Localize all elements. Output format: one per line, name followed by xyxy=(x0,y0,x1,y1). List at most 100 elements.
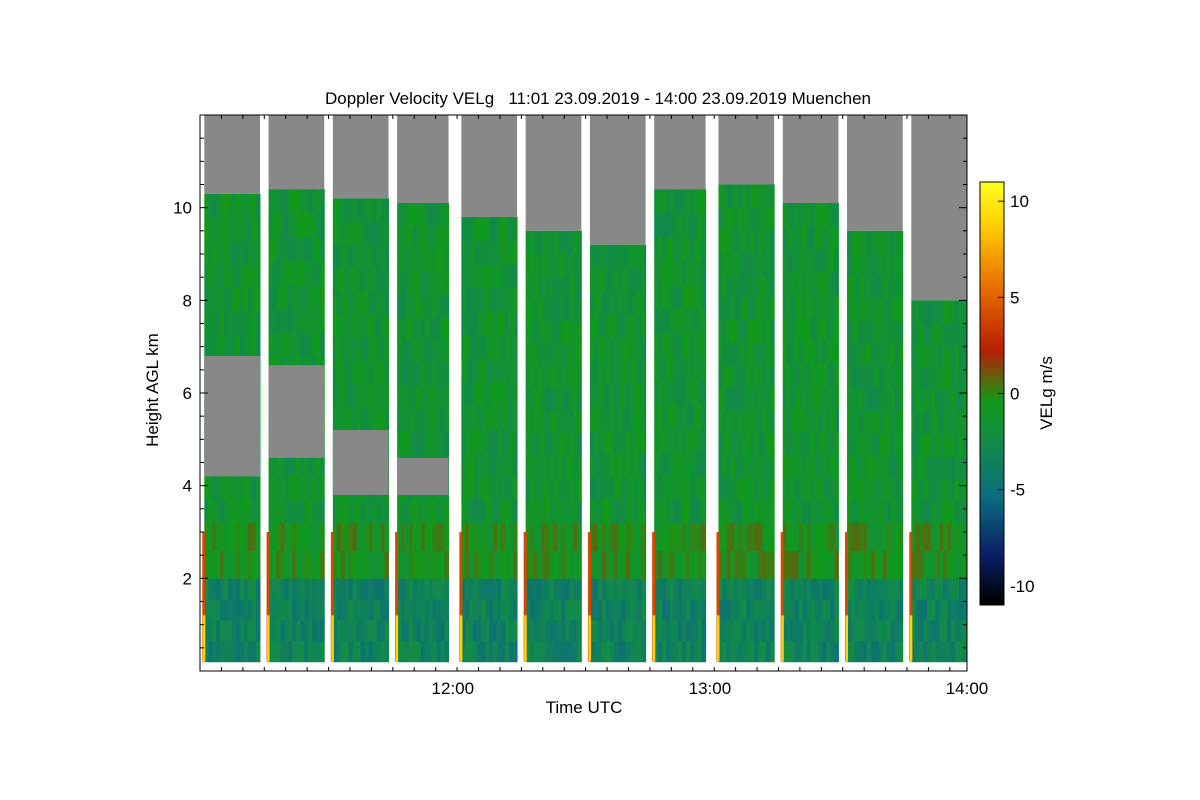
velocity-cell xyxy=(565,578,570,600)
velocity-cell xyxy=(814,340,820,364)
velocity-cell xyxy=(577,640,582,663)
velocity-cell xyxy=(601,550,607,579)
velocity-cell xyxy=(685,475,691,500)
velocity-cell xyxy=(935,578,940,600)
velocity-cell xyxy=(533,410,539,434)
velocity-cell xyxy=(553,320,558,344)
velocity-cell xyxy=(553,298,558,322)
velocity-cell xyxy=(481,311,486,336)
velocity-cell xyxy=(320,620,325,642)
velocity-cell xyxy=(750,252,755,276)
velocity-cell xyxy=(308,599,313,621)
velocity-cell xyxy=(697,599,703,621)
velocity-cell xyxy=(697,451,703,476)
velocity-cell xyxy=(693,451,699,476)
velocity-cell xyxy=(376,383,382,408)
velocity-cell xyxy=(597,337,603,362)
velocity-cell xyxy=(212,287,217,312)
velocity-cell xyxy=(545,620,551,642)
velocity-cell xyxy=(601,314,607,338)
velocity-cell xyxy=(525,432,531,456)
velocity-cell xyxy=(493,578,498,600)
velocity-cell xyxy=(569,599,574,621)
velocity-cell xyxy=(432,578,438,600)
velocity-cell xyxy=(830,620,835,642)
velocity-cell xyxy=(501,599,506,621)
velocity-cell xyxy=(822,225,828,250)
velocity-cell xyxy=(677,308,683,333)
velocity-cell xyxy=(617,314,623,338)
velocity-cell xyxy=(621,337,627,362)
velocity-cell xyxy=(943,367,948,390)
velocity-cell xyxy=(689,498,695,524)
velocity-cell xyxy=(236,334,241,359)
velocity-cell xyxy=(204,240,209,265)
velocity-cell xyxy=(308,498,313,524)
velocity-cell xyxy=(525,298,531,322)
velocity-cell xyxy=(601,430,607,454)
velocity-cell xyxy=(589,522,595,552)
velocity-cell xyxy=(360,599,366,621)
velocity-cell xyxy=(617,337,623,362)
velocity-cell xyxy=(248,287,253,312)
velocity-cell xyxy=(489,499,494,524)
velocity-cell xyxy=(272,578,278,600)
velocity-cell xyxy=(356,499,362,524)
velocity-cell xyxy=(629,620,635,642)
velocity-cell xyxy=(693,189,699,214)
velocity-cell xyxy=(352,578,358,600)
velocity-cell xyxy=(601,267,607,292)
velocity-cell xyxy=(428,640,434,663)
velocity-cell xyxy=(420,640,426,663)
velocity-cell xyxy=(352,620,358,642)
velocity-cell xyxy=(461,405,466,430)
velocity-cell xyxy=(786,385,792,410)
velocity-cell xyxy=(397,225,402,250)
velocity-cell xyxy=(862,343,868,367)
velocity-cell xyxy=(766,640,771,663)
velocity-cell xyxy=(509,522,514,552)
velocity-cell xyxy=(750,387,755,411)
velocity-cell xyxy=(549,230,555,254)
velocity-cell xyxy=(742,229,747,253)
velocity-cell xyxy=(501,578,506,600)
velocity-cell xyxy=(662,640,667,663)
velocity-cell xyxy=(782,578,788,600)
velocity-cell xyxy=(473,240,478,265)
velocity-cell xyxy=(722,207,727,231)
velocity-cell xyxy=(882,640,888,663)
velocity-cell xyxy=(822,550,828,579)
velocity-cell xyxy=(208,217,213,242)
velocity-cell xyxy=(557,388,562,411)
velocity-cell xyxy=(208,550,213,579)
velocity-cell xyxy=(802,385,808,410)
velocity-cell xyxy=(412,620,418,642)
velocity-cell xyxy=(240,334,245,359)
velocity-cell xyxy=(268,284,274,309)
velocity-cell xyxy=(304,189,309,214)
velocity-cell xyxy=(670,379,675,405)
velocity-cell xyxy=(890,298,896,322)
velocity-cell xyxy=(469,381,474,406)
fallstreak-mark xyxy=(395,532,399,662)
velocity-cell xyxy=(613,267,619,292)
velocity-cell xyxy=(730,620,735,642)
velocity-cell xyxy=(292,640,297,663)
velocity-cell xyxy=(822,408,828,432)
velocity-cell xyxy=(947,640,952,663)
velocity-cell xyxy=(870,522,876,552)
velocity-cell xyxy=(890,410,896,434)
velocity-cell xyxy=(802,454,808,478)
velocity-cell xyxy=(412,294,418,318)
velocity-cell xyxy=(477,311,482,336)
velocity-cell xyxy=(951,578,956,600)
velocity-cell xyxy=(766,319,771,343)
velocity-cell xyxy=(513,522,518,552)
velocity-cell xyxy=(625,476,631,501)
velocity-cell xyxy=(810,408,816,432)
velocity-cell xyxy=(489,578,494,600)
velocity-cell xyxy=(866,343,872,367)
velocity-cell xyxy=(525,320,531,344)
velocity-cell xyxy=(738,387,743,411)
velocity-cell xyxy=(364,406,370,431)
